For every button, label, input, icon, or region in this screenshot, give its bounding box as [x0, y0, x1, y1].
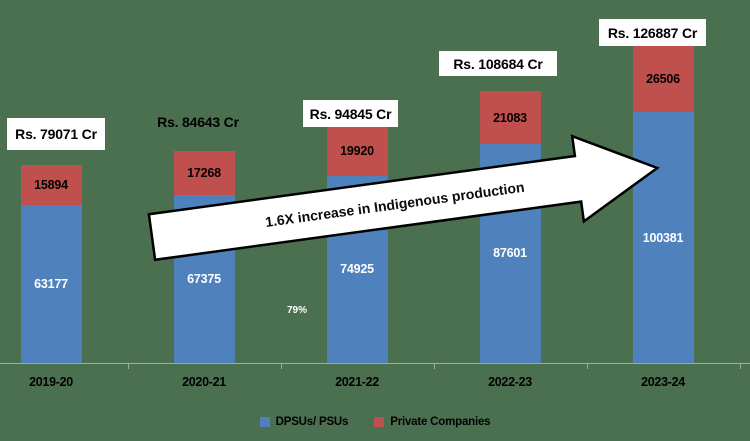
total-value-label: Rs. 84643 Cr — [157, 114, 239, 130]
bar-segment-dpsus-psus: 87601 — [479, 143, 541, 363]
legend-label-dpsus-psus: DPSUs/ PSUs — [275, 416, 349, 428]
bar-segment-private-companies: 15894 — [20, 165, 82, 206]
total-value-label: Rs. 94845 Cr — [303, 100, 398, 127]
bar-segment-private-companies: 19920 — [326, 125, 388, 176]
note-percentage: 79% — [287, 305, 308, 316]
bar-value-private-companies: 26506 — [646, 71, 680, 86]
bar-value-dpsus-psus: 87601 — [493, 246, 527, 261]
legend-item-dpsus-psus: DPSUs/ PSUs — [259, 416, 349, 428]
bar-value-private-companies: 21083 — [493, 110, 527, 125]
legend-item-private-companies: Private Companies — [374, 416, 491, 428]
legend: DPSUs/ PSUs Private Companies — [0, 413, 750, 431]
total-value-label: Rs. 126887 Cr — [599, 19, 706, 46]
x-axis-category-label: 2023-24 — [641, 375, 685, 389]
bar-segment-dpsus-psus: 67375 — [173, 194, 235, 363]
bar-segment-private-companies: 17268 — [173, 151, 235, 195]
legend-swatch-red-icon — [374, 417, 385, 427]
legend-label-private-companies: Private Companies — [390, 416, 491, 428]
total-value-label: Rs. 108684 Cr — [439, 51, 557, 76]
x-axis-tick — [586, 363, 588, 369]
x-axis-tick — [127, 363, 129, 369]
bar-segment-dpsus-psus: 100381 — [632, 112, 694, 363]
bar-segment-private-companies: 26506 — [632, 45, 694, 113]
bar-segment-dpsus-psus: 74925 — [326, 175, 388, 363]
bar-segment-private-companies: 21083 — [479, 91, 541, 144]
bar-value-private-companies: 17268 — [187, 165, 221, 180]
x-axis-category-label: 2022-23 — [488, 375, 532, 389]
legend-swatch-blue-icon — [259, 417, 270, 427]
bar-segment-dpsus-psus: 63177 — [20, 205, 82, 363]
bar-value-dpsus-psus: 63177 — [34, 277, 68, 292]
x-axis-category-label: 2020-21 — [182, 375, 226, 389]
bar-value-dpsus-psus: 74925 — [340, 262, 374, 277]
x-axis-tick — [433, 363, 435, 369]
x-axis-tick — [280, 363, 282, 369]
x-axis-category-label: 2019-20 — [29, 375, 73, 389]
bar-value-dpsus-psus: 67375 — [187, 271, 221, 286]
x-axis-line — [0, 363, 750, 364]
bar-value-private-companies: 19920 — [340, 143, 374, 158]
x-axis-tick — [739, 363, 741, 369]
total-value-label: Rs. 79071 Cr — [7, 118, 105, 150]
x-axis-category-label: 2021-22 — [335, 375, 379, 389]
bar-value-dpsus-psus: 100381 — [642, 230, 684, 245]
bar-value-private-companies: 15894 — [34, 178, 68, 193]
